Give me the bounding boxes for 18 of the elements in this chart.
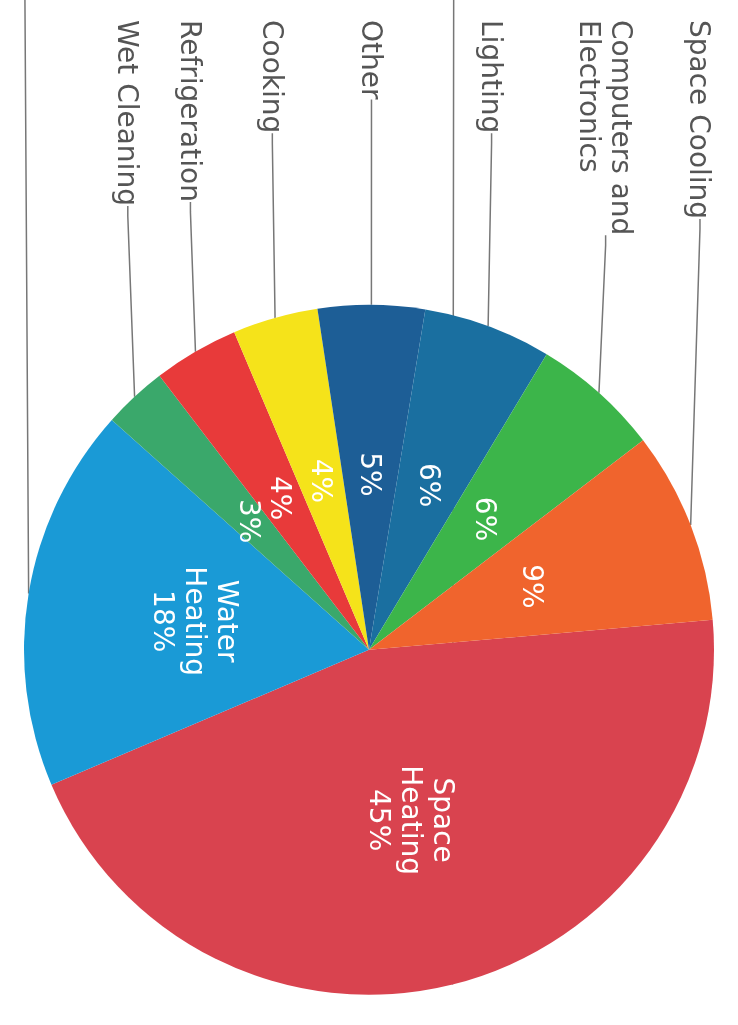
data-label: 45% [362, 789, 396, 852]
slice-label: Computers and Electronics [573, 20, 639, 236]
slice-label: Wet Cleaning [111, 20, 145, 206]
data-label: 6% [469, 496, 503, 542]
data-label: 18% [147, 590, 181, 653]
slice-label: Lighting [475, 20, 509, 134]
slice-label: Cooking [255, 20, 289, 134]
slice-label: Space Cooling [683, 20, 717, 220]
data-label: 6% [413, 462, 447, 508]
data-label: 5% [353, 452, 387, 497]
slice-label: Other [354, 20, 388, 100]
data-label: 9% [516, 564, 550, 609]
data-label: 4% [264, 475, 298, 521]
data-label: 3% [233, 498, 267, 544]
slice-label: Refrigeration [173, 20, 207, 202]
slice-label: Space Heating [394, 765, 460, 875]
data-label: 4% [304, 458, 338, 504]
slice-label: Water Heating [179, 566, 245, 677]
